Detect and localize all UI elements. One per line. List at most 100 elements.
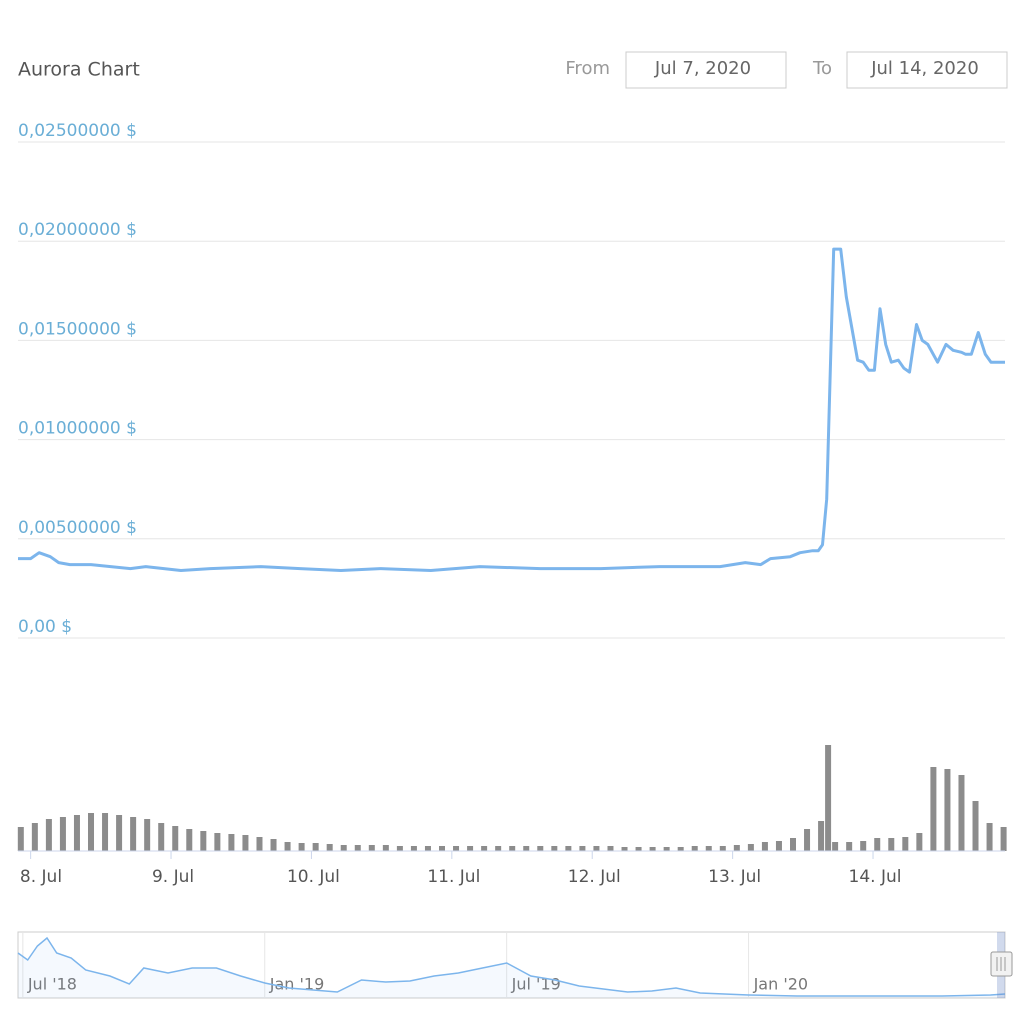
volume-bar <box>902 837 909 851</box>
volume-bar <box>719 846 726 851</box>
volume-bar <box>59 817 66 851</box>
volume-bar <box>340 845 347 851</box>
volume-bar <box>944 769 951 851</box>
y-tick-label: 0,00500000 $ <box>18 518 137 538</box>
volume-bar <box>172 826 179 851</box>
volume-bar <box>789 838 796 851</box>
volume-bar <box>677 847 684 851</box>
volume-bar <box>860 841 867 851</box>
to-value: Jul 14, 2020 <box>870 58 979 79</box>
volume-bar <box>298 843 305 851</box>
y-tick-label: 0,02500000 $ <box>18 121 137 141</box>
volume-bar <box>256 837 263 851</box>
volume-bar <box>579 846 586 851</box>
volume-bar <box>565 846 572 851</box>
volume-bar <box>733 845 740 851</box>
volume-bar <box>705 846 712 851</box>
x-tick-label: 14. Jul <box>849 867 902 887</box>
volume-bar <box>986 823 993 851</box>
volume-bar <box>1000 827 1007 851</box>
volume-bar <box>158 823 165 851</box>
to-label: To <box>812 58 832 79</box>
volume-bar <box>396 846 403 851</box>
volume-bar <box>832 842 839 851</box>
volume-bar <box>453 846 460 851</box>
from-label: From <box>565 58 610 79</box>
y-tick-label: 0,01000000 $ <box>18 419 137 439</box>
volume-bar <box>242 835 249 851</box>
volume-bar <box>523 846 530 851</box>
from-value: Jul 7, 2020 <box>654 58 751 79</box>
volume-bar <box>635 847 642 851</box>
volume-bar <box>130 817 137 851</box>
y-tick-label: 0,00 $ <box>18 617 72 637</box>
x-tick-label: 13. Jul <box>708 867 761 887</box>
volume-bar <box>930 767 937 851</box>
to-input[interactable] <box>846 51 1008 89</box>
from-input[interactable] <box>625 51 787 89</box>
volume-bar <box>804 829 811 851</box>
navigator-line <box>17 936 1006 997</box>
volume-bar <box>326 844 333 851</box>
volume-bar <box>825 745 832 851</box>
volume-bar <box>537 846 544 851</box>
volume-bar <box>972 801 979 851</box>
volume-bar <box>102 813 109 851</box>
volume-bar <box>593 846 600 851</box>
volume-bar <box>916 833 923 851</box>
volume-bar <box>958 775 965 851</box>
volume-bar <box>354 845 361 851</box>
volume-bar <box>410 846 417 851</box>
volume-bar <box>649 847 656 851</box>
volume-bar <box>467 846 474 851</box>
volume-bar <box>88 813 95 851</box>
volume-bar <box>663 847 670 851</box>
volume-bar <box>761 842 768 851</box>
volume-bar <box>17 827 24 851</box>
volume-bar <box>607 846 614 851</box>
volume-bar <box>45 819 52 851</box>
navigator-tick-label: Jan '20 <box>753 975 809 994</box>
volume-bar <box>874 838 881 851</box>
volume-bar <box>551 846 558 851</box>
y-tick-label: 0,01500000 $ <box>18 319 137 339</box>
volume-bar <box>775 841 782 851</box>
chart-title: Aurora Chart <box>18 59 140 81</box>
volume-bar <box>382 845 389 851</box>
volume-bar <box>509 846 516 851</box>
navigator-tick-label: Jan '19 <box>269 975 325 994</box>
y-tick-label: 0,02000000 $ <box>18 220 137 240</box>
volume-bar <box>73 815 80 851</box>
volume-bar <box>424 846 431 851</box>
volume-bar <box>846 842 853 851</box>
volume-bar <box>439 846 446 851</box>
volume-bar <box>312 843 319 851</box>
volume-bar <box>368 845 375 851</box>
volume-bar <box>747 844 754 851</box>
navigator-area <box>18 938 1005 998</box>
volume-bar <box>228 834 235 851</box>
volume-bar <box>888 838 895 851</box>
price-line <box>18 247 1005 572</box>
x-tick-label: 8. Jul <box>20 867 62 887</box>
volume-bar <box>214 833 221 851</box>
x-tick-label: 11. Jul <box>427 867 480 887</box>
volume-bar <box>186 829 193 851</box>
volume-bar <box>144 819 151 851</box>
volume-bar <box>818 821 825 851</box>
navigator-tick-label: Jul '18 <box>27 975 77 994</box>
volume-bar <box>495 846 502 851</box>
x-tick-label: 9. Jul <box>152 867 194 887</box>
x-tick-label: 12. Jul <box>568 867 621 887</box>
volume-bar <box>691 846 698 851</box>
volume-bar <box>200 831 207 851</box>
volume-bar <box>481 846 488 851</box>
volume-bar <box>621 847 628 851</box>
volume-bar <box>116 815 123 851</box>
volume-bar <box>270 839 277 851</box>
x-tick-label: 10. Jul <box>287 867 340 887</box>
volume-bar <box>284 842 291 851</box>
volume-bar <box>31 823 38 851</box>
